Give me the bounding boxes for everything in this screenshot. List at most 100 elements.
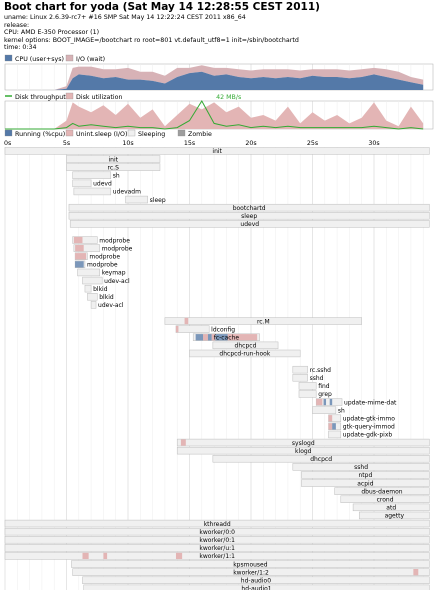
release-line: release: — [4, 21, 30, 29]
legend-disk-utilization-label: Disk utilization — [76, 94, 122, 101]
process-bar — [176, 438, 430, 447]
process-bar — [298, 382, 317, 390]
uname-line: uname: Linux 2.6.39-rc7+ #16 SMP Sat May… — [4, 14, 246, 21]
process-bar — [4, 552, 430, 560]
process-label: kthreadd — [204, 521, 231, 528]
process-label: gtk-query-immod — [343, 424, 395, 431]
process-io-segment — [82, 552, 89, 560]
process-label: init — [212, 148, 222, 155]
process-bar — [292, 374, 308, 382]
process-bar — [72, 568, 430, 576]
process-cpu-segment — [75, 261, 84, 268]
process-bar — [298, 390, 317, 398]
process-bar — [66, 163, 161, 171]
process-label: syslogd — [292, 440, 315, 447]
process-cpu-segment — [323, 398, 327, 406]
process-cpu-segment — [332, 423, 336, 430]
time-axis-tick-label: 0s — [4, 140, 11, 147]
process-label: klogd — [295, 448, 312, 455]
process-bar — [72, 236, 98, 244]
process-label: sshd — [310, 375, 324, 382]
process-io-segment — [175, 326, 179, 333]
process-label: hd-audio0 — [241, 578, 271, 585]
process-bar — [68, 212, 430, 220]
disk-throughput-line — [5, 100, 424, 130]
process-io-segment — [180, 439, 186, 446]
chart-title: Boot chart for yoda (Sat May 14 12:28:55… — [4, 1, 320, 13]
disk-utilization-area — [5, 102, 424, 129]
legend-io-wait-label: I/O (wait) — [76, 56, 105, 63]
process-bar — [212, 341, 279, 350]
time-axis-tick-label: 25s — [307, 140, 318, 147]
process-label: udevadm — [113, 189, 141, 196]
process-label: dhcpcd — [310, 456, 332, 463]
process-io-segment — [203, 334, 208, 341]
process-bar — [69, 220, 430, 228]
process-io-segment — [328, 415, 333, 422]
process-label: blkid — [99, 294, 114, 301]
process-label: fc-cache — [214, 335, 240, 342]
process-bar — [352, 503, 430, 512]
process-bar — [176, 446, 430, 455]
process-label: udevd — [240, 221, 259, 228]
process-bar — [212, 455, 430, 463]
process-label: rc.S — [108, 164, 120, 171]
process-cpu-segment — [195, 334, 204, 341]
process-bar — [73, 187, 112, 196]
time-axis-tick-label: 20s — [245, 140, 256, 147]
process-label: sshd — [354, 464, 368, 471]
legend-zombie-swatch — [177, 129, 186, 137]
time-axis-tick-label: 10s — [122, 140, 133, 147]
boot-time-line: time: 0:34 — [4, 44, 37, 52]
process-bar — [77, 268, 100, 277]
process-cpu-segment — [329, 398, 333, 406]
kernel-options-line: kernel options: BOOT_IMAGE=/bootchart ro… — [4, 36, 299, 44]
process-bar — [4, 544, 430, 552]
process-label: update-mime-dat — [344, 399, 397, 406]
legend-zombie-label: Zombie — [188, 131, 212, 138]
process-bar — [358, 511, 430, 520]
process-label: udev-acl — [104, 278, 130, 285]
process-io-segment — [328, 423, 333, 430]
process-io-segment — [316, 398, 323, 406]
process-io-segment — [73, 236, 83, 244]
io-wait-area — [5, 65, 424, 90]
process-io-segment — [75, 245, 84, 252]
process-bar — [82, 276, 103, 285]
process-bar — [87, 293, 98, 301]
process-label: grep — [318, 391, 332, 398]
process-bar — [328, 430, 342, 439]
process-label: dbus-daemon — [361, 488, 402, 495]
legend-disk-utilization-swatch — [65, 92, 74, 100]
process-label: kworker/u:1 — [199, 545, 235, 552]
legend-io-wait-swatch — [65, 54, 74, 62]
process-io-segment — [75, 253, 87, 260]
process-bar — [340, 495, 430, 503]
process-io-segment — [211, 334, 216, 341]
process-bar — [68, 203, 430, 212]
process-label: keymap — [102, 270, 126, 277]
process-label: udev-acl — [98, 302, 124, 309]
process-io-segment — [103, 552, 108, 560]
process-bar — [334, 487, 430, 495]
process-label: kworker/1:1 — [199, 553, 235, 560]
process-label: dhcpcd-run-hook — [219, 351, 270, 358]
time-axis-tick-label: 30s — [368, 140, 379, 147]
process-label: modprobe — [89, 254, 120, 261]
process-cpu-segment — [207, 334, 212, 341]
process-label: init — [108, 156, 118, 163]
process-label: blkid — [93, 286, 108, 293]
disk-throughput-peak-label: 42 MB/s — [216, 94, 241, 101]
legend-sleeping-label: Sleeping — [138, 131, 165, 138]
time-axis-tick-label: 15s — [184, 140, 195, 147]
process-bar — [292, 463, 430, 471]
chart-header: Boot chart for yoda (Sat May 14 12:28:55… — [4, 1, 434, 52]
legend-cpu-swatch — [4, 54, 13, 62]
process-label: kworker/0:0 — [199, 529, 235, 536]
process-label: hd-audio1 — [241, 586, 271, 590]
process-label: update-gtk-immo — [343, 416, 395, 423]
legend-uninterruptible-swatch — [65, 129, 74, 137]
process-label: atd — [386, 505, 396, 512]
legend-running-label: Running (%cpu) — [15, 131, 65, 138]
process-bar — [189, 349, 301, 358]
